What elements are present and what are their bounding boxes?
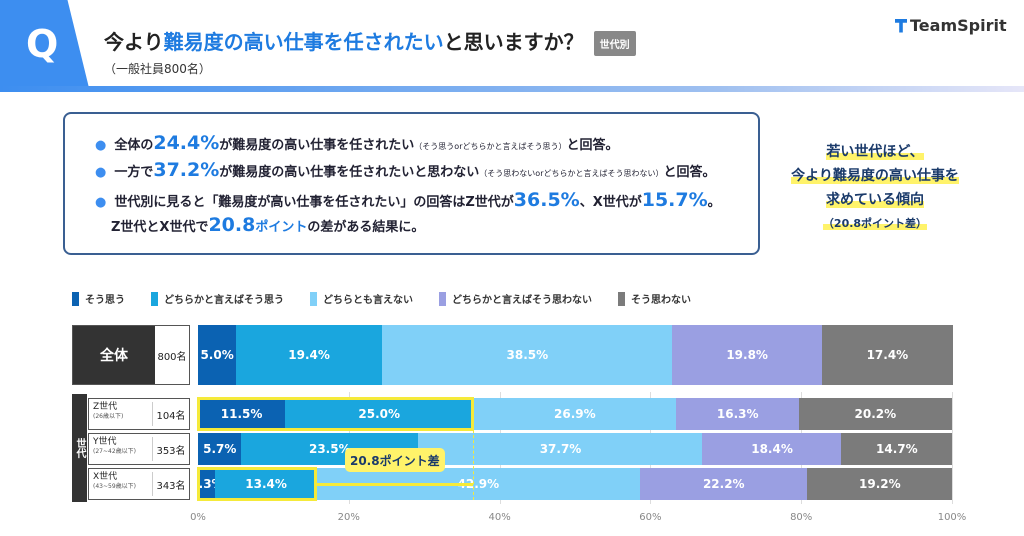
page-title: 今より難易度の高い仕事を任されたいと思いますか？ 世代別 [104,26,636,56]
row-label: Y世代 (27~42歳以下) 353名 [88,433,190,465]
row-label: 全体 800名 [72,325,190,385]
bar-segment: 17.4% [821,325,954,385]
bar-segment: 11.5% [198,398,286,430]
highlight-x [197,467,318,501]
bar-segment: 13.4% [215,468,317,500]
summary-line: ● 世代別に見ると「難易度が高い仕事を任されたい」の回答はZ世代が36.5%、X世… [95,189,721,211]
dashed-line [473,430,475,500]
bar-segment: 25.0% [284,398,474,430]
legend-label: どちらかと言えばそう思う [164,295,284,306]
annotation-label: 20.8ポイント差 [344,448,445,472]
legend-item: そう思わない [618,291,691,306]
bar-segment: 38.5% [381,325,673,385]
row-name: Y世代 [93,437,117,447]
title-post: と思いますか？ [443,30,584,54]
subtitle: （一般社員800名） [104,62,211,76]
bar-segment: 20.2% [798,398,952,430]
row-count: 353名 [156,445,186,457]
group-label: 世代 [72,394,87,502]
legend-swatch [618,291,625,306]
logo-text: TeamSpirit [910,16,1007,35]
bar-segment: 37.7% [418,433,703,465]
legend-item: どちらとも言えない [310,291,413,306]
legend: そう思う どちらかと言えばそう思う どちらとも言えない どちらかと言えばそう思わない そ… [72,291,691,306]
row-name-block: X世代 (43~59歳以下) [89,472,153,496]
title-pre: 今より [104,30,164,54]
callout: 若い世代ほど、 今より難易度の高い仕事を 求めている傾向 （20.8ポイント差） [770,140,980,236]
row-count: 343名 [156,480,186,492]
difference-arrow [316,483,474,486]
legend-swatch [72,291,79,306]
bar-segment: 19.8% [672,325,823,385]
legend-label: どちらかと言えばそう思わない [452,295,592,306]
row-sub: (43~59歳以下) [93,483,136,490]
x-tick-label: 80% [790,512,813,523]
bar-segment: 26.9% [473,398,677,430]
summary-box: ● 全体の24.4%が難易度の高い仕事を任されたい（そう思うorどちらかと言えばそ… [63,112,760,255]
bar-segment: 14.7% [841,433,953,465]
bar-segment: 18.4% [702,433,842,465]
legend-label: そう思わない [631,295,691,306]
generation-tag: 世代別 [593,31,636,56]
row-sub: (27~42歳以下) [93,448,136,455]
legend-label: そう思う [85,295,125,306]
row-name-block: Y世代 (27~42歳以下) [89,437,153,461]
row-count: 800名 [157,351,187,363]
legend-swatch [151,291,158,306]
logo-icon [895,18,907,33]
legend-item: どちらかと言えばそう思う [151,291,284,306]
row-label: Z世代 (26歳以下) 104名 [88,398,190,430]
row-name: 全体 [73,326,155,384]
bar-segment: 19.2% [807,468,953,500]
header-divider [0,86,1024,92]
legend-swatch [439,291,446,306]
summary-line: ● 一方で37.2%が難易度の高い仕事を任されたいと思わない（そう思わないorどち… [95,159,716,181]
row-name-block: Z世代 (26歳以下) [89,402,153,426]
title-highlight: 難易度の高い仕事を任されたい [163,30,444,54]
summary-line: Z世代とX世代で20.8ポイントの差がある結果に。 [111,214,425,236]
highlight-z [197,397,475,431]
row-name: X世代 [93,472,118,482]
logo: TeamSpirit [895,16,1007,35]
callout-line: 今より難易度の高い仕事を [791,168,959,184]
row-sub: (26歳以下) [93,413,124,420]
bar-segment: 16.3% [676,398,800,430]
legend-swatch [310,291,317,306]
bar-segment: 5.7% [198,433,242,465]
gridline [952,392,953,504]
bar-segment: 22.2% [639,468,808,500]
x-tick-label: 20% [337,512,360,523]
bar-segment: 19.4% [235,325,383,385]
header: Q 今より難易度の高い仕事を任されたいと思いますか？ 世代別 （一般社員800名）… [0,0,1024,92]
row-label: X世代 (43~59歳以下) 343名 [88,468,190,500]
legend-label: どちらとも言えない [323,295,413,306]
legend-item: そう思う [72,291,125,306]
summary-line: ● 全体の24.4%が難易度の高い仕事を任されたい（そう思うorどちらかと言えばそ… [95,132,619,154]
row-name: Z世代 [93,402,118,412]
bar-segment: 5.0% [198,325,237,385]
x-tick-label: 0% [190,512,206,523]
callout-line: 若い世代ほど、 [826,144,924,160]
q-badge: Q [0,0,90,92]
x-tick-label: 60% [639,512,662,523]
row-count: 104名 [156,410,186,422]
callout-line: 求めている傾向 [826,192,924,208]
x-tick-label: 100% [937,512,967,523]
legend-item: どちらかと言えばそう思わない [439,291,592,306]
x-tick-label: 40% [488,512,511,523]
callout-line: （20.8ポイント差） [822,217,928,230]
